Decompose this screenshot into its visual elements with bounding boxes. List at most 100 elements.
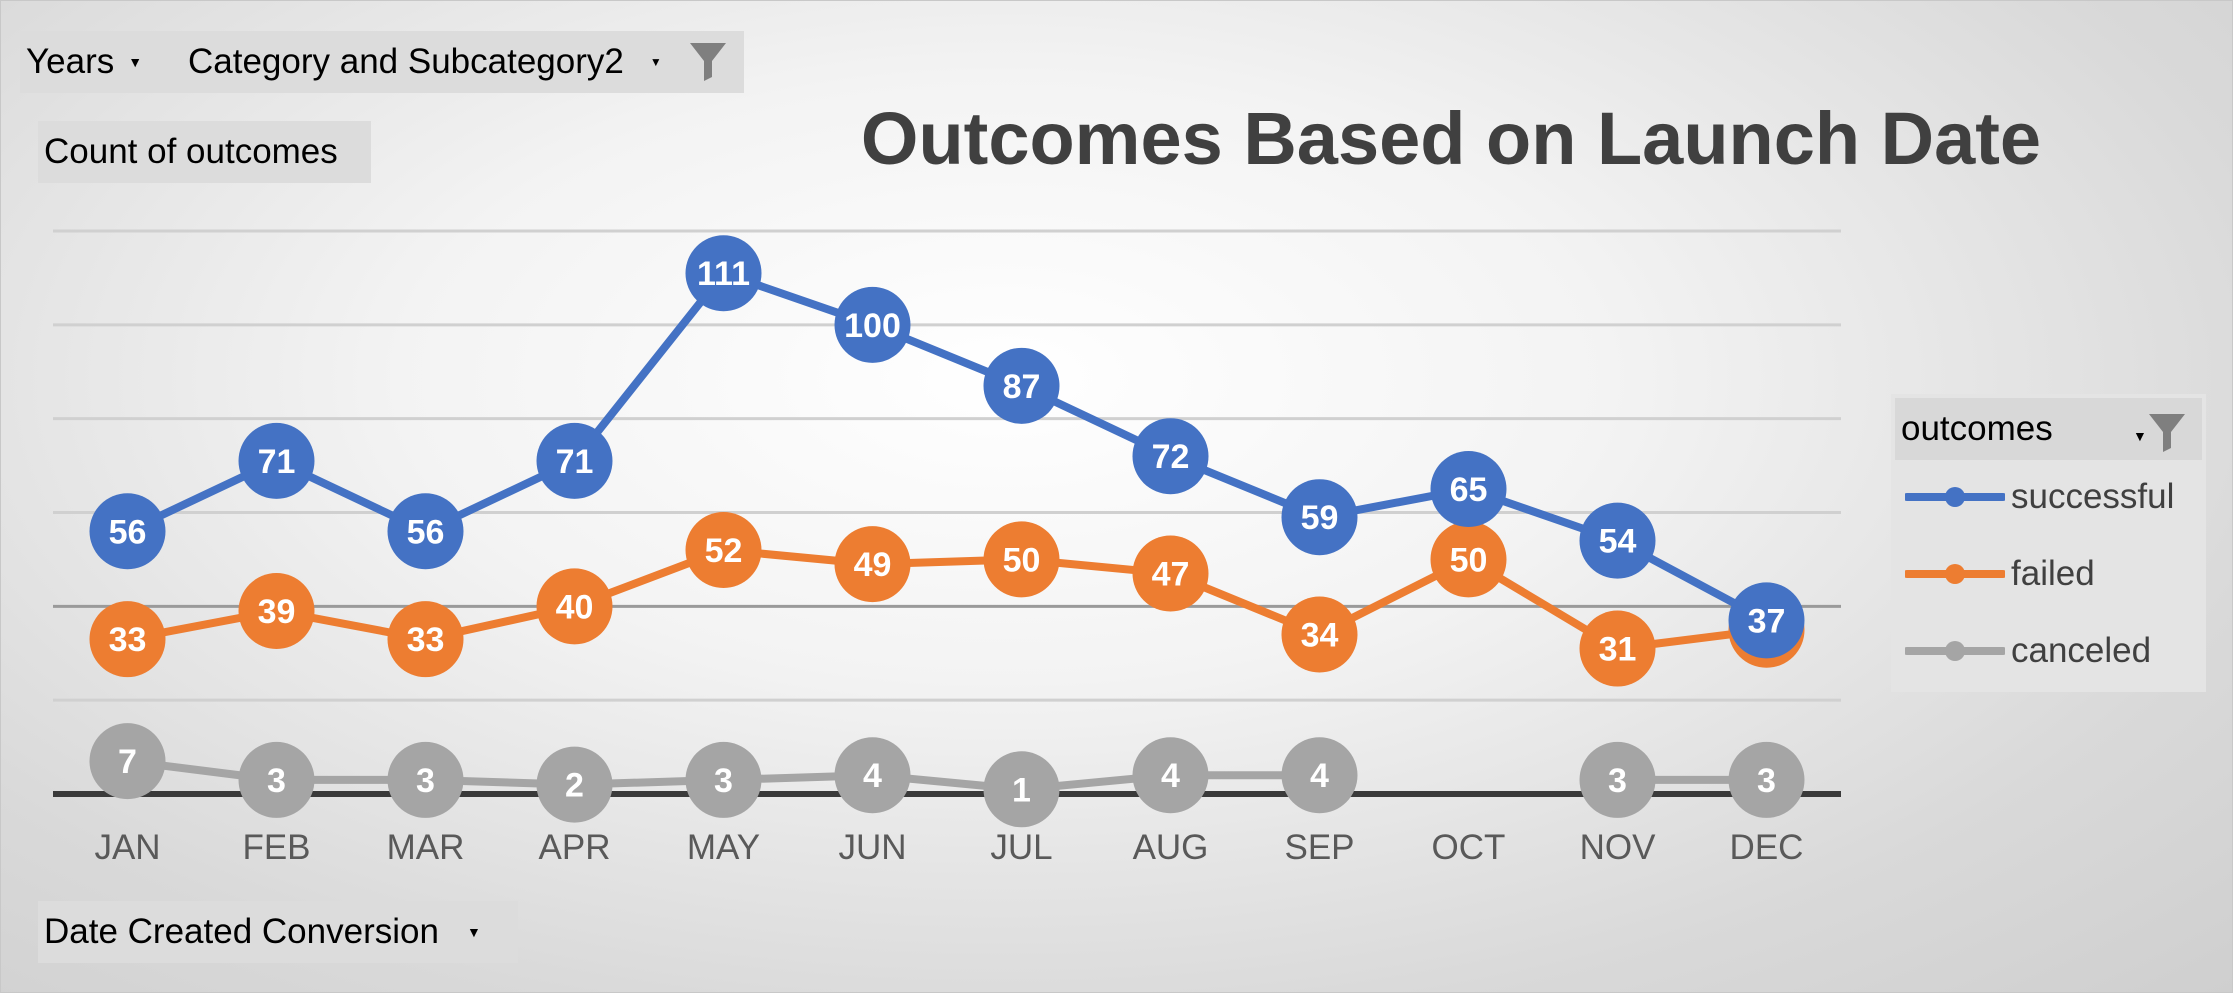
data-label-successful: 37 [1748, 602, 1786, 640]
data-point-successful[interactable] [1281, 479, 1358, 556]
data-point-failed[interactable] [1430, 521, 1507, 598]
data-label-successful: 54 [1599, 523, 1637, 561]
x-tick-label: JUL [990, 828, 1052, 867]
data-point-failed[interactable] [983, 521, 1060, 598]
data-label-failed: 50 [1003, 541, 1041, 579]
data-point-failed[interactable] [89, 601, 166, 678]
data-point-successful[interactable] [983, 347, 1060, 424]
data-point-successful[interactable] [387, 493, 464, 570]
data-point-canceled[interactable] [536, 746, 613, 823]
data-label-failed: 33 [109, 621, 147, 659]
data-label-successful: 56 [109, 513, 147, 551]
data-label-failed: 34 [1301, 616, 1339, 654]
data-point-failed[interactable] [238, 573, 315, 650]
data-label-successful: 56 [407, 513, 445, 551]
x-axis-ticks: JAN FEB MAR APR MAY JUN JUL AUG SEP OCT NOV DEC [94, 828, 1803, 867]
data-label-canceled: 3 [416, 762, 435, 800]
data-point-successful[interactable] [1132, 418, 1209, 495]
data-point-canceled[interactable] [1728, 741, 1805, 818]
dropdown-arrow-icon[interactable]: ▼ [128, 54, 143, 70]
x-tick-label: JAN [94, 828, 160, 867]
data-label-successful: 100 [844, 307, 901, 345]
category-filter-button[interactable]: Category and Subcategory2 ▼ [184, 31, 744, 93]
x-tick-label: JUN [838, 828, 906, 867]
data-label-canceled: 3 [1608, 762, 1627, 800]
axis-field-button[interactable]: Date Created Conversion ▼ [38, 901, 518, 963]
dropdown-arrow-icon[interactable]: ▼ [2133, 428, 2147, 444]
x-tick-label: OCT [1432, 828, 1506, 867]
series-canceled: 7 3 3 2 3 4 1 4 4 3 3 [89, 723, 1805, 828]
x-tick-label: NOV [1580, 828, 1657, 867]
data-label-successful: 59 [1301, 499, 1339, 537]
axis-field-label: Date Created Conversion [44, 912, 439, 951]
legend-title: outcomes [1901, 409, 2053, 448]
data-point-failed[interactable] [1132, 535, 1209, 612]
data-point-failed[interactable] [1281, 596, 1358, 673]
data-label-canceled: 2 [565, 767, 584, 805]
data-point-failed[interactable] [387, 601, 464, 678]
dropdown-arrow-icon[interactable]: ▼ [466, 924, 481, 940]
data-label-canceled: 4 [863, 757, 882, 795]
x-tick-label: AUG [1133, 828, 1209, 867]
data-label-canceled: 3 [267, 762, 286, 800]
data-point-successful[interactable] [89, 493, 166, 570]
data-point-failed[interactable] [1579, 610, 1656, 687]
legend-label-failed: failed [2011, 554, 2095, 593]
series-failed: 333933405249504734503135 [89, 512, 1805, 687]
dropdown-arrow-icon[interactable]: ▼ [649, 55, 662, 69]
data-label-failed: 40 [556, 588, 594, 626]
data-point-canceled[interactable] [1281, 737, 1358, 814]
data-label-successful: 71 [556, 443, 594, 481]
data-label-failed: 49 [854, 546, 892, 584]
data-point-failed[interactable] [685, 512, 762, 589]
data-point-successful[interactable] [238, 422, 315, 499]
gridlines [53, 229, 1841, 702]
years-filter-button[interactable]: Years ▼ [20, 31, 180, 93]
data-point-canceled[interactable] [387, 741, 464, 818]
x-tick-label: FEB [242, 828, 310, 867]
legend-label-canceled: canceled [2011, 631, 2152, 670]
data-point-canceled[interactable] [238, 741, 315, 818]
legend-label-successful: successful [2011, 477, 2175, 516]
value-field-label: Count of outcomes [44, 132, 338, 171]
x-tick-label: MAR [387, 828, 465, 867]
data-point-canceled[interactable] [1579, 741, 1656, 818]
data-label-failed: 39 [258, 593, 296, 631]
data-label-canceled: 3 [714, 762, 733, 800]
data-point-canceled[interactable] [685, 741, 762, 818]
data-label-failed: 52 [705, 532, 743, 570]
series-line-failed [123, 546, 1771, 653]
data-point-canceled[interactable] [1132, 737, 1209, 814]
data-point-failed[interactable] [536, 568, 613, 645]
legend-swatch-canceled [1905, 641, 2005, 661]
years-filter-label: Years [26, 42, 115, 81]
chart-title: Outcomes Based on Launch Date [860, 97, 2042, 180]
data-point-canceled[interactable] [983, 751, 1060, 828]
data-label-successful: 72 [1152, 438, 1190, 476]
data-point-successful[interactable] [1579, 502, 1656, 579]
data-point-canceled[interactable] [89, 723, 166, 800]
data-label-failed: 31 [1599, 631, 1637, 669]
legend-item-failed[interactable]: failed [1905, 549, 2095, 599]
data-label-canceled: 7 [118, 743, 137, 781]
legend-swatch-successful [1905, 487, 2005, 507]
legend-item-canceled[interactable]: canceled [1905, 626, 2151, 676]
data-point-successful[interactable] [685, 235, 762, 312]
legend-item-successful[interactable]: successful [1905, 472, 2174, 522]
filter-funnel-icon[interactable] [2147, 410, 2187, 454]
data-point-failed[interactable] [834, 526, 911, 603]
legend-field-button[interactable]: outcomes ▼ [1895, 398, 2202, 460]
filter-funnel-icon[interactable] [688, 39, 728, 83]
data-label-failed: 50 [1450, 541, 1488, 579]
data-point-successful[interactable] [834, 286, 911, 363]
data-label-failed: 47 [1152, 555, 1190, 593]
data-point-canceled[interactable] [834, 737, 911, 814]
data-label-canceled: 3 [1757, 762, 1776, 800]
data-label-canceled: 4 [1310, 757, 1329, 795]
data-point-successful[interactable] [536, 422, 613, 499]
data-label-successful: 87 [1003, 368, 1041, 406]
value-field-button[interactable]: Count of outcomes [38, 121, 371, 183]
data-point-successful[interactable] [1430, 451, 1507, 528]
data-point-successful[interactable] [1728, 582, 1805, 659]
